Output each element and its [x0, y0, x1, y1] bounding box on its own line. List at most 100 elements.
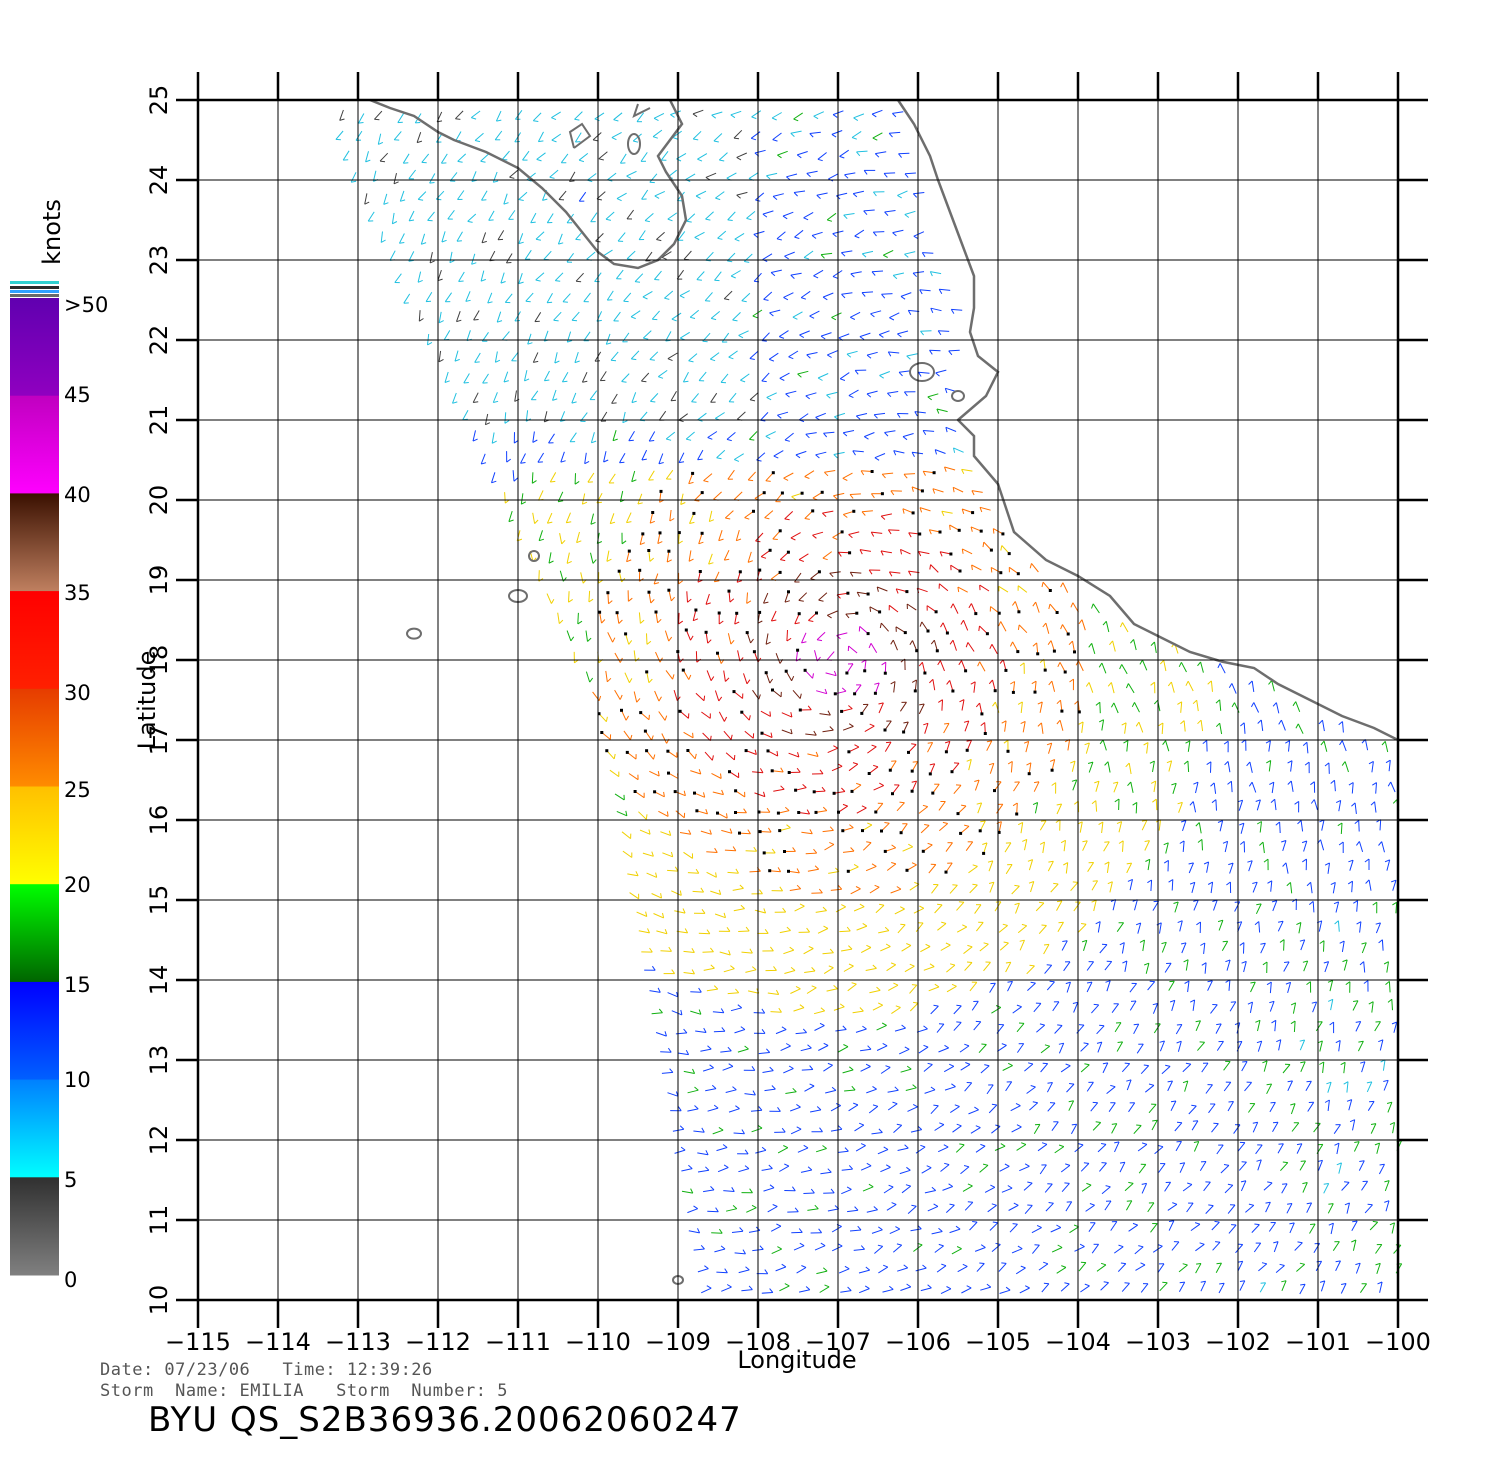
- wind-barb: [1336, 1143, 1340, 1155]
- wind-barb-tick: [765, 480, 771, 482]
- wind-barb-tick: [710, 358, 716, 362]
- wind-barb-tick: [856, 782, 862, 786]
- wind-barb: [998, 821, 1002, 833]
- wind-barb: [952, 486, 964, 493]
- wind-barb-tick: [493, 180, 499, 183]
- wind-barb: [771, 1248, 782, 1255]
- wind-barb: [919, 507, 931, 512]
- wind-barb: [546, 292, 553, 304]
- rain-flag-marker: [764, 671, 768, 675]
- wind-barb-tick: [911, 984, 917, 986]
- wind-barb: [1104, 1200, 1112, 1211]
- rain-flag-marker: [1063, 670, 1067, 674]
- wind-barb-tick: [842, 432, 848, 437]
- wind-barb: [1335, 901, 1340, 913]
- wind-barb: [904, 965, 915, 973]
- wind-barb: [688, 353, 698, 362]
- wind-barb: [897, 1147, 909, 1151]
- wind-barb-tick: [1300, 1061, 1306, 1064]
- wind-barb-tick: [1007, 980, 1013, 983]
- wind-barb: [853, 190, 865, 195]
- rain-flag-marker: [814, 810, 818, 814]
- wind-barb: [673, 689, 678, 701]
- wind-barb: [784, 432, 794, 441]
- rain-flag-marker: [815, 611, 818, 615]
- wind-barb: [1060, 1165, 1071, 1173]
- wind-barb: [1200, 720, 1204, 732]
- wind-barb-tick: [1197, 719, 1202, 725]
- wind-barb: [1182, 840, 1185, 852]
- wind-barb: [680, 493, 684, 505]
- wind-barb-tick: [670, 114, 675, 118]
- wind-barb: [779, 330, 789, 338]
- wind-barb-tick: [933, 1004, 939, 1007]
- wind-barb-tick: [1323, 961, 1329, 964]
- axis-tick-labels: −115 −114 −113 −112 −111 −110 −109 −108 −107 −106…: [145, 85, 1431, 1356]
- wind-barb-tick: [842, 1025, 847, 1030]
- wind-barb: [609, 513, 615, 524]
- wind-barb: [771, 112, 782, 119]
- wind-barb-tick: [797, 373, 802, 378]
- wind-barb: [730, 270, 741, 277]
- wind-barb-tick: [1302, 741, 1308, 746]
- wind-barb-tick: [1225, 959, 1231, 963]
- wind-barb: [830, 1128, 842, 1132]
- wind-barb: [1017, 585, 1028, 593]
- wind-barb-tick: [1079, 1243, 1085, 1248]
- wind-barb: [634, 273, 644, 282]
- wind-barb: [1151, 1120, 1158, 1131]
- wind-barb: [860, 1165, 872, 1171]
- wind-barb: [1255, 1144, 1263, 1155]
- wind-barb: [744, 1093, 756, 1096]
- wind-barb: [662, 852, 673, 858]
- wind-barb: [1218, 1283, 1225, 1294]
- wind-barb: [1033, 781, 1040, 792]
- wind-barb: [514, 390, 517, 402]
- wind-barb-tick: [1179, 840, 1185, 844]
- wind-barb-tick: [1083, 1162, 1089, 1164]
- wind-barb-tick: [1265, 740, 1271, 744]
- longitude-tick-label: −115: [165, 1328, 231, 1356]
- wind-barb-tick: [929, 678, 934, 684]
- wind-barb-tick: [793, 192, 798, 197]
- wind-barb: [945, 1204, 955, 1213]
- wind-barb-tick: [885, 1164, 891, 1168]
- rain-flag-marker: [695, 809, 699, 813]
- wind-barb-tick: [1177, 701, 1182, 705]
- wind-barb: [1078, 923, 1087, 933]
- wind-barb: [508, 210, 516, 220]
- wind-barb-tick: [776, 1223, 782, 1227]
- wind-barb-tick: [714, 847, 718, 853]
- wind-barb-tick: [806, 173, 811, 178]
- wind-barb-tick: [677, 1106, 682, 1111]
- wind-barb-tick: [1383, 1079, 1389, 1082]
- wind-barb-tick: [961, 469, 965, 475]
- wind-barb-tick: [788, 1065, 794, 1069]
- wind-barb-tick: [855, 886, 861, 890]
- wind-barb-tick: [1078, 1143, 1084, 1146]
- wind-barb: [779, 827, 791, 832]
- wind-barb-tick: [544, 379, 550, 382]
- wind-barb-tick: [569, 180, 575, 182]
- wind-barb: [1388, 760, 1391, 772]
- wind-barb: [852, 1010, 864, 1014]
- wind-barb-tick: [438, 320, 444, 324]
- wind-barb: [718, 530, 723, 541]
- wind-barb-tick: [1048, 603, 1051, 610]
- wind-barb: [511, 351, 519, 362]
- wind-barb-tick: [777, 154, 782, 159]
- rain-flag-marker: [627, 549, 631, 553]
- wind-barb: [626, 209, 634, 220]
- wind-barb: [767, 1206, 778, 1213]
- wind-barb: [733, 129, 743, 139]
- wind-barb-tick: [650, 599, 655, 604]
- wind-barb: [749, 431, 758, 440]
- wind-barb-tick: [1191, 1104, 1197, 1107]
- wind-barb: [1147, 981, 1156, 991]
- wind-barb: [991, 1244, 1001, 1252]
- wind-barb: [692, 609, 697, 621]
- rain-flag-marker: [673, 790, 677, 794]
- wind-barb-tick: [698, 769, 702, 775]
- wind-barb: [1324, 961, 1330, 973]
- wind-barb-tick: [942, 821, 948, 824]
